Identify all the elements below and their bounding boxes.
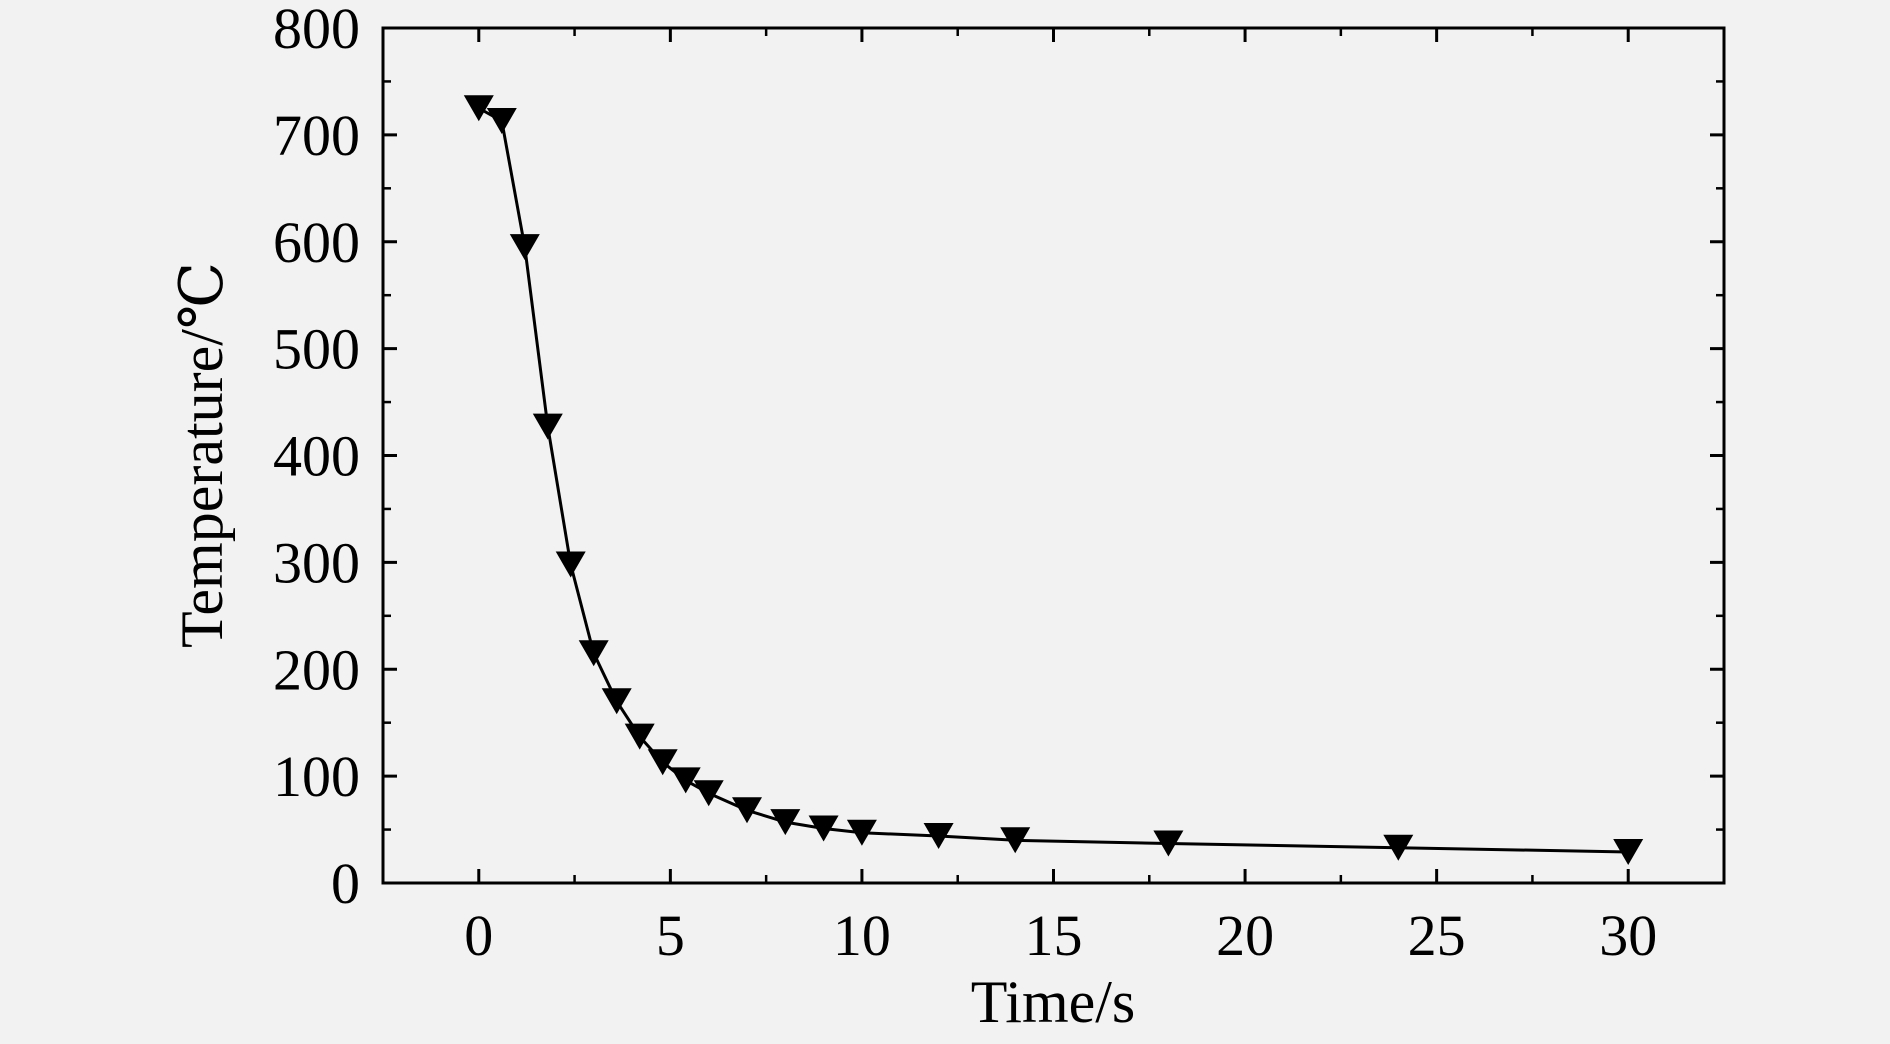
y-tick-label: 200 [273,637,360,702]
data-point-marker [463,95,494,122]
data-point-marker [486,108,517,134]
data-point-marker [670,767,701,794]
data-point-marker [1153,830,1184,857]
data-point-marker [1613,839,1644,865]
y-tick-labels: 0 100 200 300 400 500 600 700 800 [273,0,360,916]
data-point-marker [624,723,655,750]
x-tick-label: 10 [833,903,891,968]
data-point-marker [601,688,632,715]
major-ticks [383,26,1724,885]
x-axis-label: Time/s [971,969,1136,1035]
y-tick-label: 600 [273,210,360,275]
data-point-marker [532,413,563,440]
y-tick-label: 300 [273,530,360,595]
x-tick-label: 25 [1408,903,1466,968]
series-line [478,106,1629,854]
x-tick-label: 0 [464,903,493,968]
series-markers [463,95,1644,865]
y-tick-label: 700 [273,103,360,168]
y-tick-label: 800 [273,0,360,61]
data-point-marker [693,780,724,807]
y-axis-label: Temperature/℃ [169,262,235,648]
data-point-marker [732,797,762,824]
y-tick-label: 100 [273,744,360,809]
x-tick-label: 5 [656,903,685,968]
data-point-marker [1383,834,1414,861]
y-tick-label: 400 [273,424,360,489]
plot-frame [381,26,1726,885]
x-tick-label: 30 [1599,903,1657,968]
x-tick-label: 20 [1216,903,1274,968]
data-point-marker [770,809,801,836]
data-point-marker [846,819,877,846]
data-point-marker [808,815,839,842]
data-point-marker [923,823,954,849]
x-tick-label: 15 [1025,903,1083,968]
data-point-marker [647,749,678,776]
y-tick-label: 0 [331,851,360,916]
data-point-marker [509,234,540,261]
y-tick-label: 500 [273,317,360,382]
data-point-marker [555,551,586,578]
x-tick-labels: 0 5 10 15 20 25 30 [464,903,1657,968]
data-point-marker [578,640,609,667]
data-point-marker [1000,827,1031,854]
minor-ticks [381,28,1726,883]
